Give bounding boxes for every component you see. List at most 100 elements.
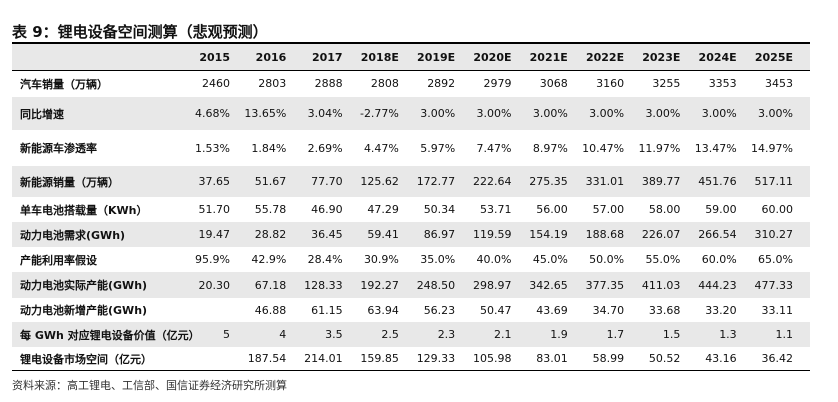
table-cell: 60.00 <box>761 203 794 216</box>
table-cell: 59.41 <box>367 228 399 241</box>
table-cell: 310.27 <box>754 228 794 241</box>
table-cell: 172.77 <box>416 175 456 188</box>
table-cell: 4.47% <box>363 141 399 155</box>
column-header: 2022E <box>585 50 625 64</box>
header-row: 2015 2016 2017 2018E 2019E 2020E 2021E 2022E 202… <box>12 44 810 70</box>
table-cell: 248.50 <box>416 278 456 292</box>
table-cell: 3255 <box>652 77 681 90</box>
table-cell: 5.97% <box>420 141 456 155</box>
table-cell: 1.3 <box>719 328 737 341</box>
table-row: 动力电池实际产能(GWh) 20.30 67.18 128.33 192.27 248.5… <box>12 272 810 298</box>
table-cell: 477.33 <box>754 278 794 292</box>
table-cell: 46.90 <box>311 203 343 216</box>
table-row: 锂电设备市场空间（亿元） 187.54 214.01 159.85 129.33 105.… <box>12 347 810 370</box>
table-cell: 7.47% <box>476 141 512 155</box>
table-cell: 46.88 <box>254 303 287 317</box>
table-cell: 30.9% <box>363 253 399 266</box>
table-cell: 2.69% <box>307 141 343 155</box>
table-cell: 451.76 <box>698 175 737 188</box>
table-cell: 8.97% <box>532 141 568 155</box>
table-cell: 3.00% <box>476 107 512 120</box>
table-cell: 3.00% <box>758 107 793 120</box>
row-label: 汽车销量（万辆） <box>20 77 108 91</box>
table-cell: 47.29 <box>367 203 399 216</box>
table-cell: 33.20 <box>705 303 737 317</box>
table-cell: 50.34 <box>423 203 456 216</box>
column-header: 2025E <box>754 50 793 64</box>
table-cell: 444.23 <box>698 278 737 292</box>
table-cell: 33.11 <box>761 303 794 317</box>
table-cell: 517.11 <box>754 175 794 188</box>
table-row: 产能利用率假设 95.9% 42.9% 28.4% 30.9% 35.0% 40.0% 45.… <box>12 247 810 272</box>
table-cell: 3.00% <box>701 107 737 120</box>
table-cell: 40.0% <box>476 253 512 266</box>
row-label: 动力电池新增产能(GWh) <box>20 304 148 317</box>
header-rule <box>12 70 810 71</box>
table-cell: 3453 <box>765 77 793 90</box>
table-cell: 50.0% <box>589 253 625 266</box>
row-label: 锂电设备市场空间（亿元） <box>20 352 152 366</box>
table-cell: -2.77% <box>359 107 399 120</box>
table-cell: 43.16 <box>705 352 737 365</box>
table-cell: 83.01 <box>536 352 568 365</box>
table-cell: 56.00 <box>536 203 568 216</box>
table-row: 单车电池搭载量（KWh） 51.70 55.78 46.90 47.29 50.34 53.… <box>12 197 810 222</box>
table-cell: 342.65 <box>529 278 568 292</box>
table-cell: 37.65 <box>198 175 231 188</box>
table-cell: 2.3 <box>437 328 456 341</box>
table-cell: 192.27 <box>360 278 399 292</box>
table-cell: 13.65% <box>244 107 287 120</box>
table-cell: 19.47 <box>198 228 231 241</box>
table-row: 新能源销量（万辆） 37.65 51.67 77.70 125.62 172.77 222.… <box>12 166 810 197</box>
table-cell: 2888 <box>314 77 343 90</box>
table-cell: 5 <box>223 328 230 341</box>
source-note: 资料来源：高工锂电、工信部、国信证券经济研究所测算 <box>12 379 287 392</box>
table-cell: 105.98 <box>473 352 512 365</box>
table-cell: 2.5 <box>381 328 399 341</box>
table-cell: 36.42 <box>761 352 794 365</box>
table-cell: 60.0% <box>701 253 737 266</box>
table-row: 同比增速 4.68% 13.65% 3.04% -2.77% 3.00% 3.00% 3.00… <box>12 97 810 130</box>
table-cell: 61.15 <box>311 303 343 317</box>
table-cell: 3353 <box>708 77 737 90</box>
table-cell: 214.01 <box>304 352 343 365</box>
table-cell: 14.97% <box>751 141 793 155</box>
table-cell: 298.97 <box>473 278 512 292</box>
table-row: 动力电池新增产能(GWh) 46.88 61.15 63.94 56.23 50.47 43… <box>12 298 810 322</box>
table-cell: 1.5 <box>662 328 681 341</box>
table-cell: 50.47 <box>480 303 512 317</box>
table-cell: 154.19 <box>529 228 568 241</box>
table-cell: 3.00% <box>420 107 456 120</box>
top-rule <box>12 42 810 44</box>
table-cell: 226.07 <box>641 228 681 241</box>
table-cell: 129.33 <box>416 352 456 365</box>
table-cell: 67.18 <box>254 278 287 292</box>
table-cell: 4 <box>279 328 287 341</box>
row-label: 每 GWh 对应锂电设备价值（亿元） <box>20 328 200 342</box>
row-label: 新能源车渗透率 <box>20 142 97 155</box>
column-header: 2023E <box>642 50 681 64</box>
column-header: 2017 <box>311 50 343 64</box>
table-cell: 377.35 <box>585 278 625 292</box>
table-cell: 43.69 <box>536 303 568 317</box>
row-label: 同比增速 <box>20 107 64 121</box>
table-cell: 55.0% <box>645 253 681 266</box>
table-cell: 222.64 <box>473 175 512 188</box>
table-cell: 275.35 <box>529 175 568 188</box>
table-cell: 119.59 <box>473 228 512 241</box>
table-cell: 2803 <box>258 77 287 90</box>
table-cell: 1.9 <box>550 328 568 341</box>
table-cell: 3.00% <box>532 107 568 120</box>
table-cell: 1.53% <box>195 141 230 155</box>
table-cell: 51.67 <box>254 175 287 188</box>
table-cell: 77.70 <box>311 175 343 188</box>
table-cell: 34.70 <box>592 303 625 317</box>
column-header: 2021E <box>529 50 568 64</box>
table-cell: 56.23 <box>423 303 456 317</box>
table-row: 新能源车渗透率 1.53% 1.84% 2.69% 4.47% 5.97% 7.47% 8.9… <box>12 130 810 166</box>
table-cell: 125.62 <box>360 175 399 188</box>
table-cell: 188.68 <box>585 228 625 241</box>
table-cell: 10.47% <box>582 141 625 155</box>
table-cell: 55.78 <box>254 203 287 216</box>
table-cell: 2460 <box>202 77 230 90</box>
